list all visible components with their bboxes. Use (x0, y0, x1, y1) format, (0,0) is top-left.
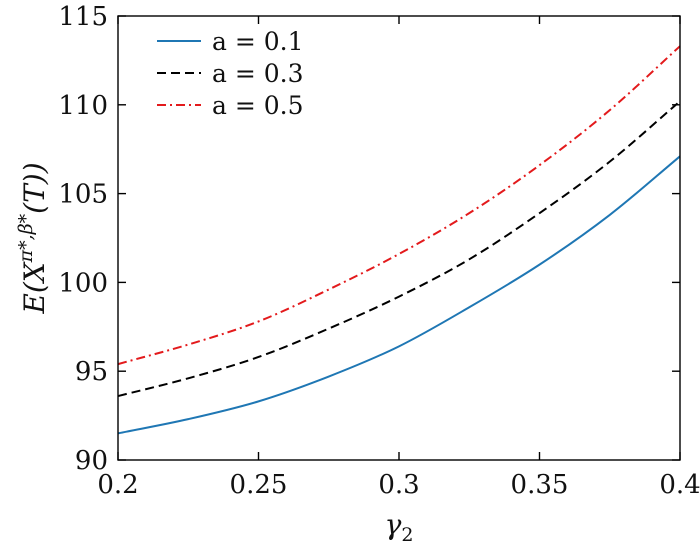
x-axis-label: γ2 (385, 508, 414, 546)
series-line-2 (117, 100, 681, 398)
x-tick-label: 0.3 (378, 470, 419, 500)
y-tick-label: 100 (58, 268, 108, 298)
y-tick-label: 115 (58, 2, 108, 32)
tick-layer: 0.2 0.25 0.3 0.35 0.4 90 95 100 105 110 115 (58, 2, 700, 500)
x-tick-label: 0.35 (511, 470, 569, 500)
x-tick-label: 0.25 (230, 470, 288, 500)
x-tick-label: 0.4 (659, 470, 700, 500)
legend-label-3: a = 0.5 (212, 91, 304, 120)
y-tick-label: 105 (58, 180, 108, 210)
series-line-1 (117, 155, 681, 435)
y-tick-label: 95 (75, 357, 108, 387)
legend: a = 0.1 a = 0.3 a = 0.5 (157, 27, 304, 120)
legend-label-2: a = 0.3 (212, 59, 304, 88)
y-tick-label: 110 (58, 91, 108, 121)
series-layer (117, 45, 681, 435)
x-tick-label: 0.2 (97, 470, 138, 500)
legend-label-1: a = 0.1 (212, 27, 304, 56)
series-line-3 (117, 45, 681, 366)
y-tick-label: 90 (75, 446, 108, 476)
